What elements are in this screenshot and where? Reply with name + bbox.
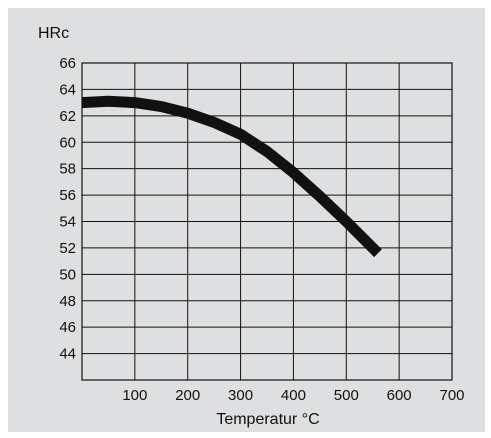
y-tick-label: 44 xyxy=(59,346,76,363)
hardness-curve xyxy=(81,95,382,258)
y-tick-label: 56 xyxy=(59,187,76,204)
y-tick-label: 48 xyxy=(59,293,76,310)
y-tick-label: 58 xyxy=(59,161,76,178)
y-tick-label: 54 xyxy=(59,214,76,231)
x-tick-label: 600 xyxy=(387,387,412,404)
y-tick-label: 46 xyxy=(59,319,76,336)
y-tick-label: 52 xyxy=(59,240,76,257)
x-axis-label: Temperatur °C xyxy=(216,411,319,428)
y-axis-label: HRc xyxy=(38,25,69,42)
y-tick-label: 64 xyxy=(59,81,76,98)
y-tick-label: 60 xyxy=(59,134,76,151)
x-tick-label: 500 xyxy=(334,387,359,404)
y-tick-label: 66 xyxy=(59,55,76,72)
x-tick-label: 300 xyxy=(228,387,253,404)
x-tick-label: 200 xyxy=(175,387,200,404)
chart-panel xyxy=(8,8,485,432)
x-tick-label: 400 xyxy=(281,387,306,404)
x-tick-label: 100 xyxy=(122,387,147,404)
x-tick-label: 700 xyxy=(439,387,464,404)
y-tick-label: 50 xyxy=(59,266,76,283)
y-tick-label: 62 xyxy=(59,108,76,125)
